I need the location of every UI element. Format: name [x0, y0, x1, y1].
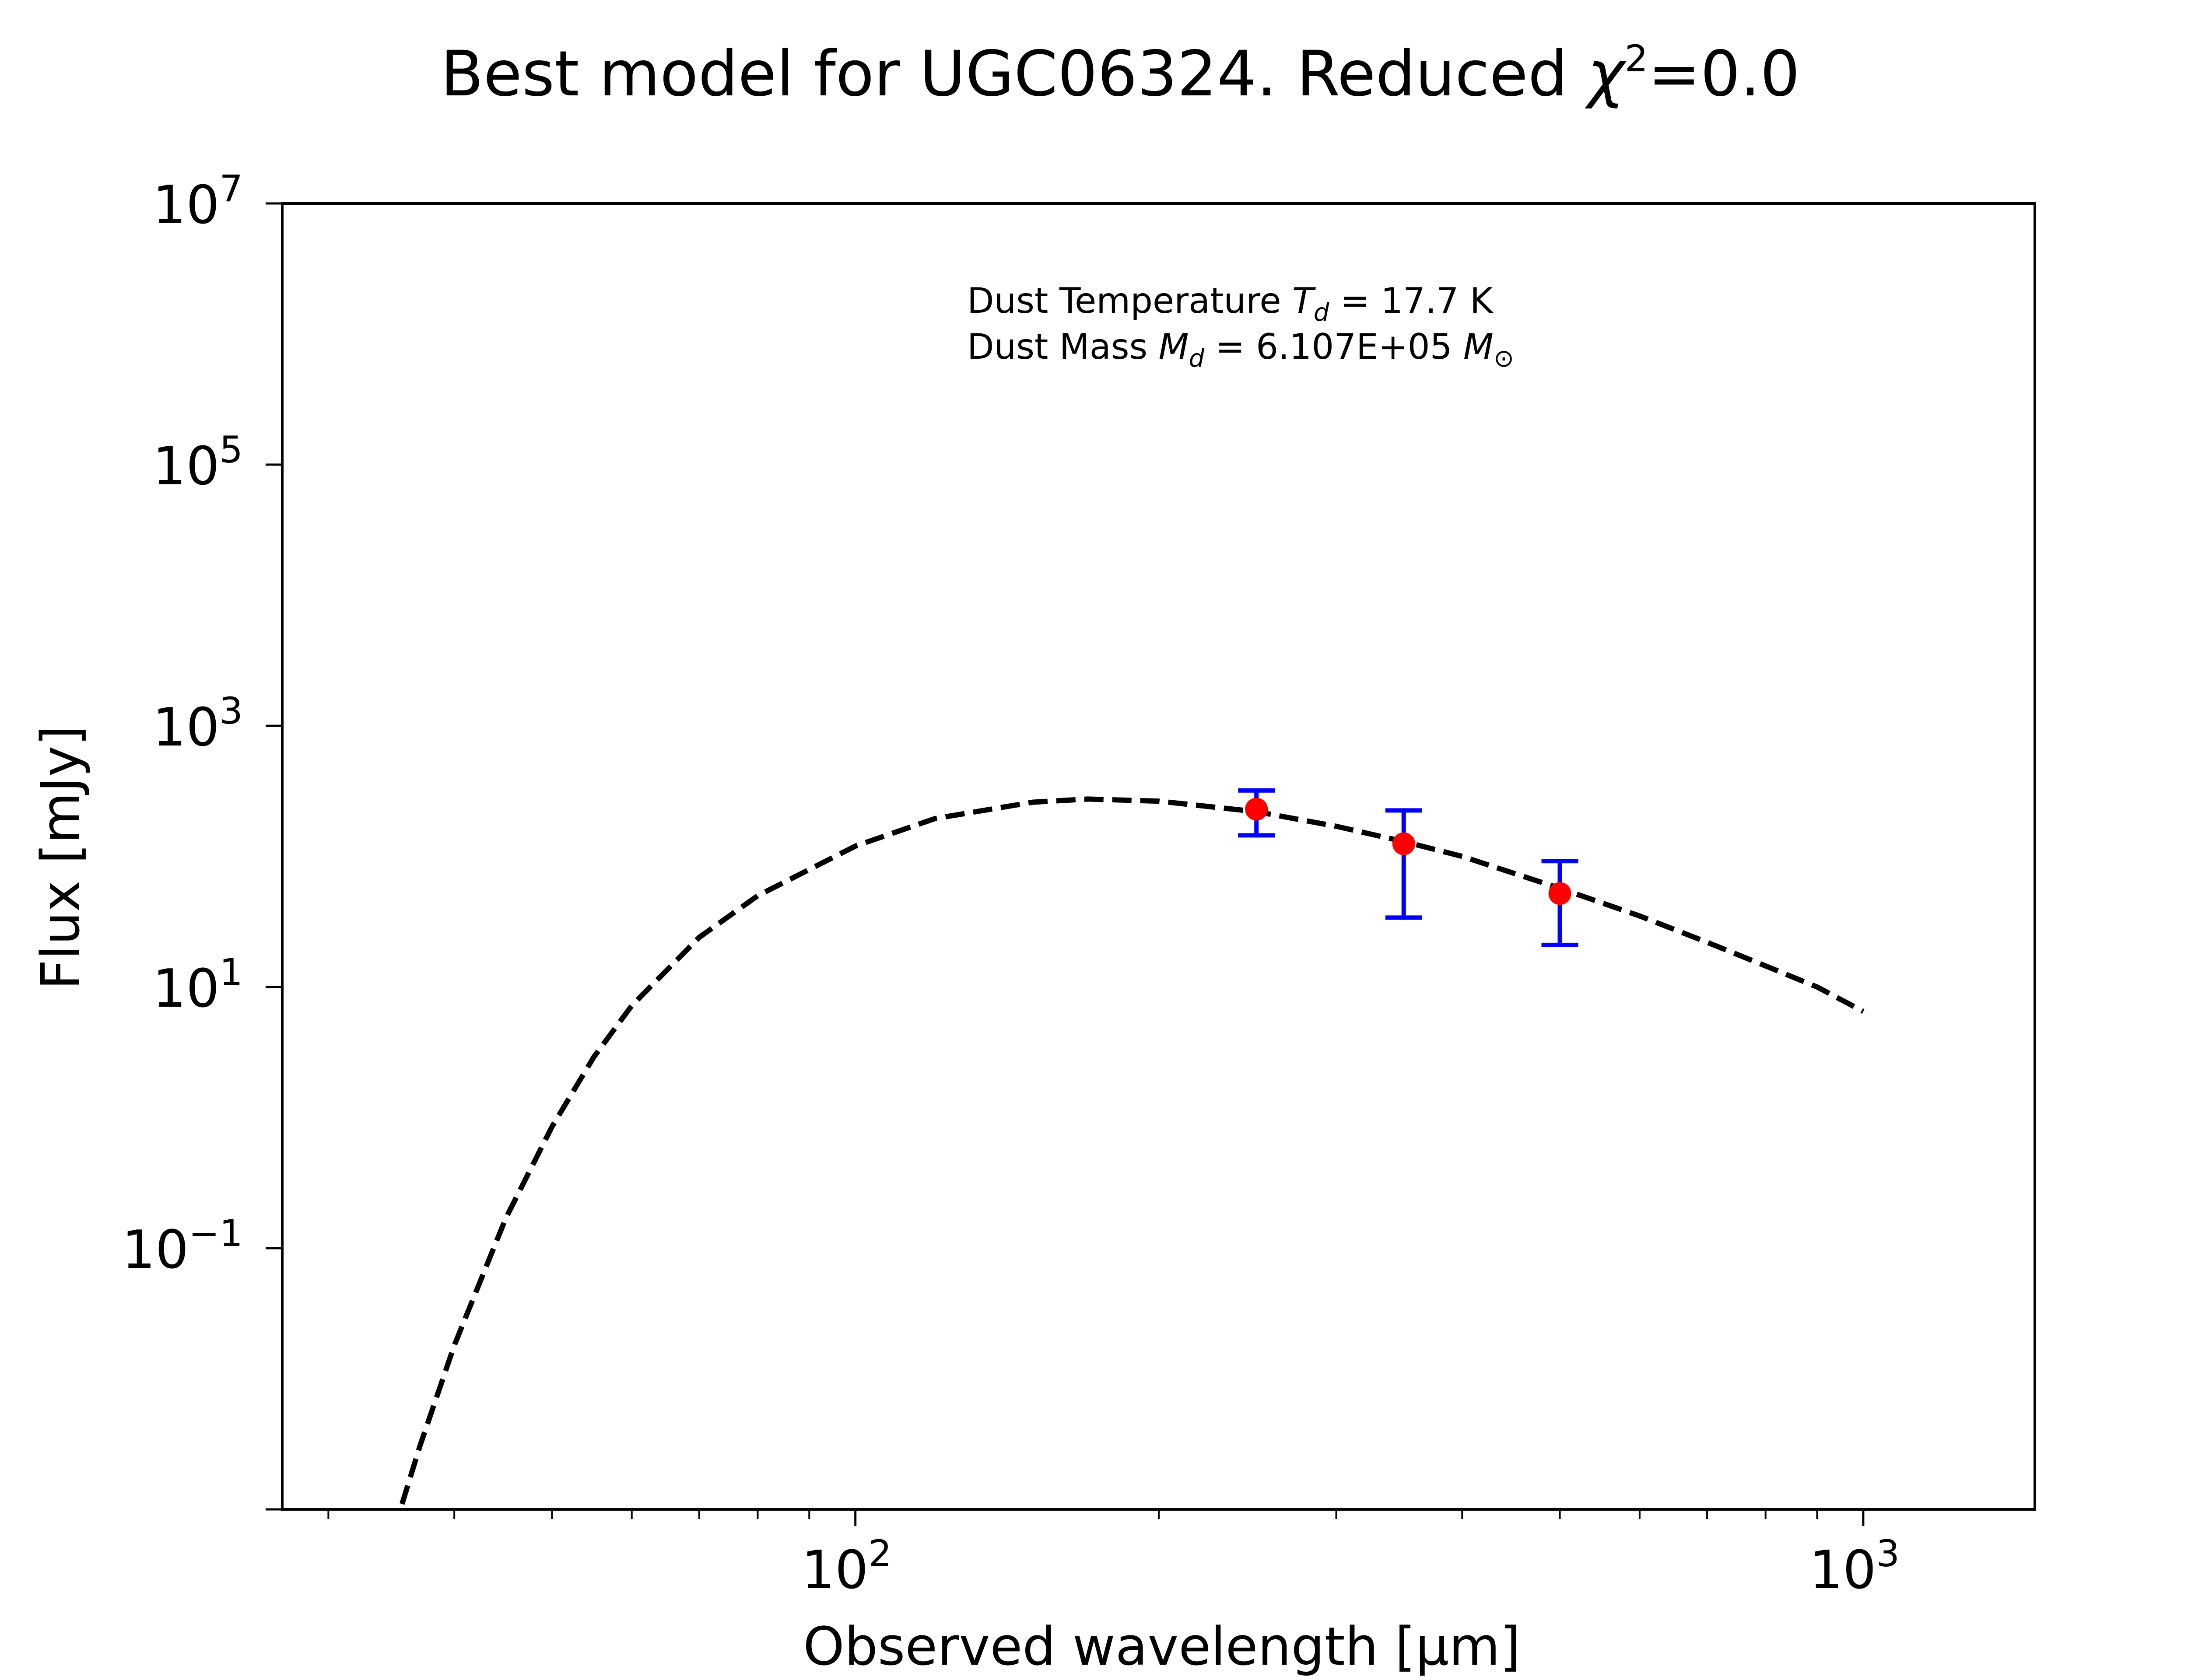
y-tick-label: 101 [153, 951, 243, 1019]
plot-content [400, 788, 1865, 1505]
data-point [1245, 798, 1268, 821]
axis-ticks: 102 103 107 105 103 101 10−1 [122, 167, 1899, 1601]
y-axis-label: Flux [mJy] [31, 725, 91, 990]
x-tick-label: 103 [1809, 1532, 1900, 1601]
x-tick-label: 102 [802, 1532, 892, 1601]
y-tick-label: 10−1 [122, 1212, 243, 1281]
dust-mass-annotation: Dust Mass Md = 6.107E+05 M⊙ [967, 326, 1514, 373]
plot-frame [281, 202, 2036, 1511]
data-point [1392, 832, 1415, 855]
model-curve [400, 796, 1865, 1505]
chart-title: Best model for UGC06324. Reduced χ2=0.0 [441, 37, 1800, 110]
y-tick-label: 107 [153, 167, 243, 236]
y-tick-label: 105 [153, 428, 243, 497]
annotations: Dust Temperature Td = 17.7 K Dust Mass M… [967, 280, 1514, 373]
x-axis-label: Observed wavelength [μm] [803, 1617, 1521, 1677]
y-tick-label: 103 [153, 690, 243, 758]
dust-temperature-annotation: Dust Temperature Td = 17.7 K [967, 280, 1494, 327]
data-point [1548, 882, 1571, 905]
